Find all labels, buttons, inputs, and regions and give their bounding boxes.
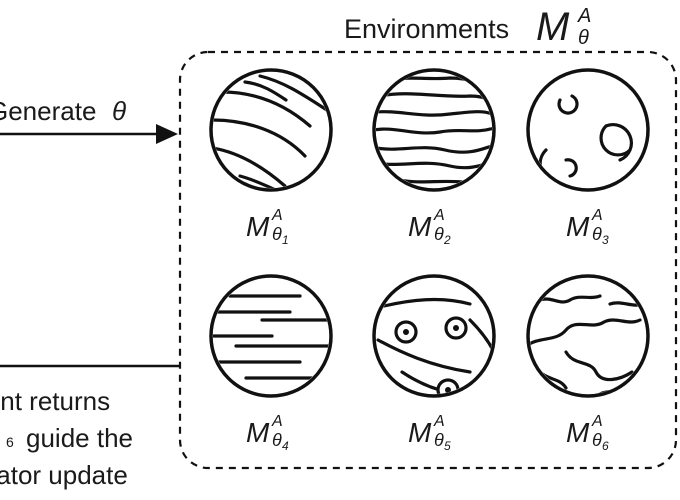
- feedback-line-2-symbol: 6: [6, 434, 14, 450]
- svg-text:A: A: [591, 413, 603, 430]
- planet-2-label: M A θ 2: [408, 207, 451, 247]
- planet-5: [372, 274, 496, 398]
- feedback-line-1: Agent returns: [0, 386, 110, 416]
- svg-text:θ: θ: [592, 224, 602, 244]
- planet-1-label: M A θ 1: [246, 207, 289, 247]
- svg-text:θ: θ: [592, 430, 602, 450]
- svg-text:M: M: [566, 417, 590, 448]
- diagonal-bands-icon: [213, 74, 329, 188]
- container-title-sup: A: [577, 5, 591, 27]
- planet-5-label: M A θ 5: [408, 413, 451, 453]
- horizontal-stripes-icon: [213, 294, 329, 380]
- planet-3-label: M A θ 3: [566, 207, 609, 247]
- svg-text:6: 6: [602, 439, 609, 453]
- svg-text:2: 2: [443, 233, 451, 247]
- svg-text:θ: θ: [272, 430, 282, 450]
- svg-text:M: M: [566, 211, 590, 242]
- svg-text:A: A: [271, 207, 283, 224]
- svg-text:1: 1: [282, 233, 289, 247]
- svg-text:M: M: [408, 417, 432, 448]
- svg-text:M: M: [246, 211, 270, 242]
- container-title-sub: θ: [578, 27, 589, 49]
- planet-2: [372, 68, 496, 192]
- container-title-symbol: M: [536, 5, 570, 49]
- planet-1: [209, 68, 333, 192]
- svg-text:θ: θ: [434, 224, 444, 244]
- planet-6: [526, 274, 650, 398]
- svg-text:3: 3: [602, 233, 609, 247]
- spots-bands-icon: [376, 297, 492, 394]
- svg-text:5: 5: [444, 439, 451, 453]
- svg-text:A: A: [591, 207, 603, 224]
- svg-text:A: A: [433, 413, 445, 430]
- generate-symbol: θ: [112, 96, 126, 126]
- generate-label: Generate: [0, 96, 96, 126]
- svg-text:A: A: [271, 413, 283, 430]
- container-title: Environments: [344, 14, 509, 44]
- planet-3: [526, 68, 650, 192]
- planet-4: [209, 274, 333, 398]
- feedback-line-3: Generator update: [0, 460, 128, 490]
- planet-6-label: M A θ 6: [566, 413, 609, 453]
- svg-text:A: A: [433, 207, 445, 224]
- svg-text:M: M: [408, 211, 432, 242]
- planet-4-label: M A θ 4: [246, 413, 289, 453]
- generate-arrow-head: [156, 124, 178, 144]
- environments-container: [178, 50, 678, 470]
- svg-text:M: M: [246, 417, 270, 448]
- svg-text:θ: θ: [272, 224, 282, 244]
- feedback-line-2-tail: guide the: [26, 423, 133, 453]
- svg-text:θ: θ: [434, 430, 444, 450]
- svg-text:4: 4: [282, 439, 289, 453]
- container-title-word: Environments: [344, 14, 509, 44]
